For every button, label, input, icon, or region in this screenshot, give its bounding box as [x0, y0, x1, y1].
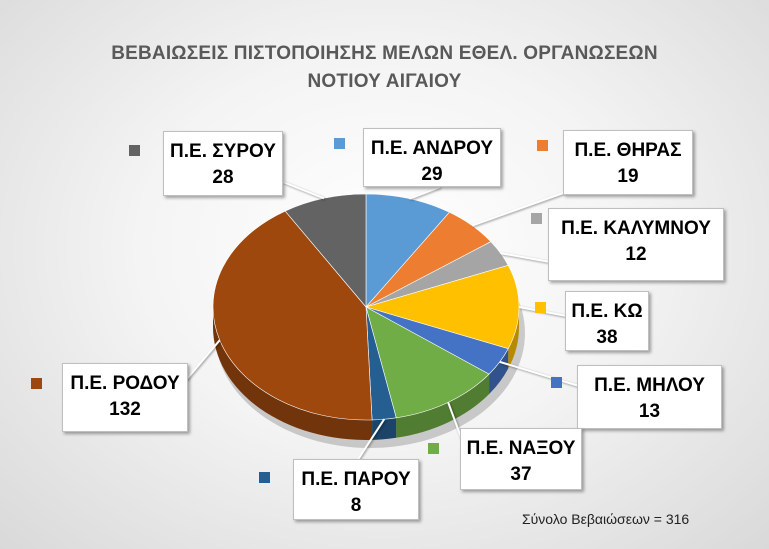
pie-slice-side-6	[396, 374, 490, 438]
data-label-value: 37	[510, 464, 532, 485]
data-label-value: 12	[625, 244, 647, 265]
legend-key-5	[551, 377, 562, 388]
data-label-category: Π.Ε. ΡΟΔΟΥ	[70, 373, 180, 394]
data-label-category: Π.Ε. ΣΥΡΟΥ	[170, 141, 276, 162]
data-label-value: 13	[638, 401, 661, 422]
data-label-category: Π.Ε. ΘΗΡΑΣ	[574, 140, 682, 161]
legend-key-9	[129, 145, 140, 156]
pie-slice-6	[365, 306, 490, 419]
pie-slice-9	[284, 193, 367, 308]
total-footnote: Σύνολο Βεβαιώσεων = 316	[522, 511, 690, 527]
leader-line-2	[471, 191, 567, 227]
legend-key-3	[531, 213, 542, 224]
data-label-2: Π.Ε. ΘΗΡΑΣ 19	[563, 130, 693, 195]
chart-title: ΒΕΒΑΙΩΣΕΙΣ ΠΙΣΤΟΠΟΙΗΣΗΣ ΜΕΛΩΝ ΕΘΕΛ. ΟΡΓΑ…	[0, 40, 769, 96]
data-label-value: 38	[596, 327, 618, 348]
data-label-value: 19	[617, 166, 639, 187]
leader-line-1	[409, 186, 441, 200]
chart-title-line1: ΒΕΒΑΙΩΣΕΙΣ ΠΙΣΤΟΠΟΙΗΣΗΣ ΜΕΛΩΝ ΕΘΕΛ. ΟΡΓΑ…	[111, 43, 658, 64]
data-label-category: Π.Ε. ΚΑΛΥΜΝΟΥ	[561, 218, 711, 239]
data-label-1: Π.Ε. ΑΝΔΡΟΥ 29	[363, 128, 501, 187]
leader-line-3	[500, 252, 551, 263]
data-label-category: Π.Ε. ΠΑΡΟΥ	[301, 469, 411, 490]
data-label-6: Π.Ε. ΝΑΞΟΥ 37	[460, 428, 582, 490]
data-label-value: 132	[109, 399, 141, 420]
pie-slice-side-5	[489, 348, 509, 395]
leader-line-8	[185, 339, 221, 381]
data-label-value: 28	[212, 167, 234, 188]
pie-slice-side-8	[213, 307, 373, 440]
data-label-category: Π.Ε. ΑΝΔΡΟΥ	[370, 138, 494, 159]
legend-key-7	[259, 472, 270, 483]
data-label-value: 29	[421, 164, 443, 185]
pie-slice-8	[212, 210, 373, 421]
data-label-3: Π.Ε. ΚΑΛΥΜΝΟΥ 12	[548, 208, 724, 281]
leader-line-9	[282, 181, 325, 200]
data-label-9: Π.Ε. ΣΥΡΟΥ 28	[163, 131, 283, 196]
data-label-category: Π.Ε. ΝΑΞΟΥ	[466, 438, 576, 459]
leader-line-5	[499, 360, 580, 387]
data-label-category: Π.Ε. ΚΩ	[571, 301, 643, 322]
chart-title-line2: ΝΟΤΙΟΥ ΑΙΓΑΙΟΥ	[307, 71, 462, 92]
pie-slice-side-7	[372, 417, 397, 440]
data-label-8: Π.Ε. ΡΟΔΟΥ 132	[62, 363, 188, 432]
data-label-7: Π.Ε. ΠΑΡΟΥ 8	[293, 459, 419, 520]
legend-key-4	[535, 302, 546, 313]
data-label-value: 8	[350, 495, 362, 516]
data-label-5: Π.Ε. ΜΗΛΟΥ 13	[577, 365, 722, 429]
legend-key-1	[334, 138, 345, 149]
data-label-category: Π.Ε. ΜΗΛΟΥ	[594, 375, 705, 396]
leader-line-6	[447, 401, 463, 441]
legend-key-2	[537, 140, 548, 151]
pie-slice-1	[365, 193, 450, 308]
data-label-4: Π.Ε. ΚΩ 38	[565, 291, 649, 351]
legend-key-8	[31, 378, 42, 389]
legend-key-6	[428, 443, 439, 454]
pie-slice-side-4	[508, 307, 519, 369]
leader-line-7	[356, 418, 386, 462]
